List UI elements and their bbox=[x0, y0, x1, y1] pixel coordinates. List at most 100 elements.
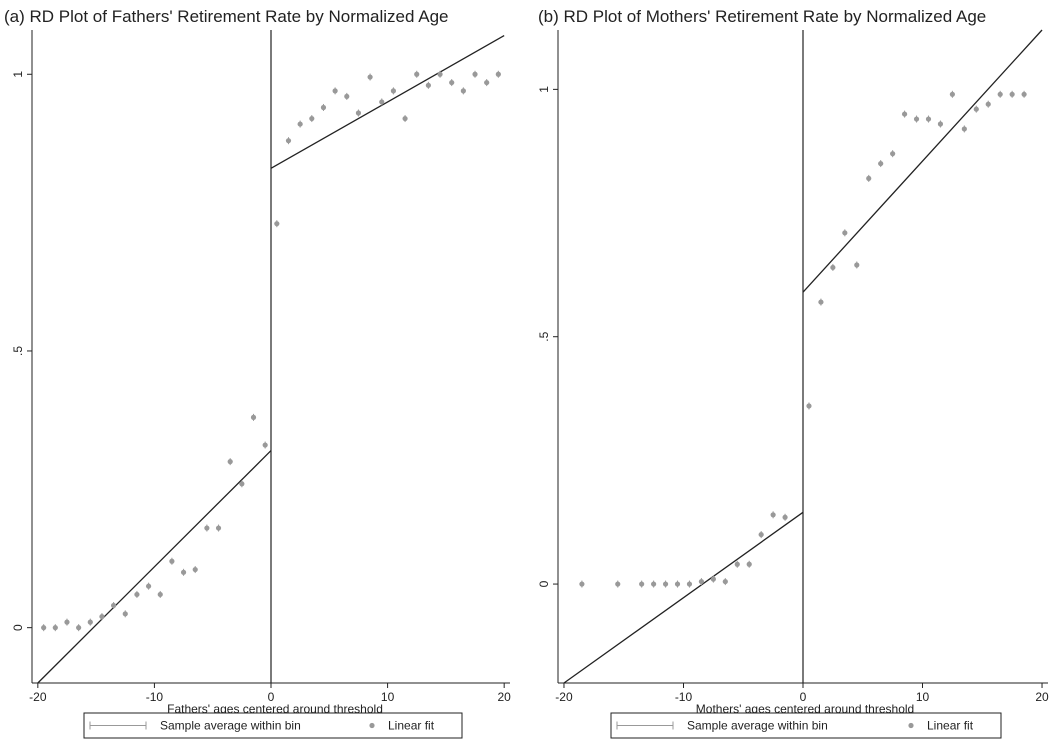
y-tick-label: 0 bbox=[11, 624, 25, 631]
bin-average-point bbox=[913, 116, 920, 122]
bin-average-point bbox=[425, 82, 431, 88]
legend-label-fit: Linear fit bbox=[927, 719, 974, 733]
bin-average-point bbox=[746, 561, 752, 567]
linear-fit-left bbox=[563, 511, 804, 684]
bin-average-point bbox=[449, 79, 455, 86]
bin-average-point bbox=[878, 160, 884, 167]
bin-average-point bbox=[297, 121, 303, 127]
y-tick-label: 1 bbox=[537, 86, 551, 93]
bin-average-point bbox=[985, 101, 991, 107]
bin-average-point bbox=[64, 619, 70, 625]
bin-average-point bbox=[250, 414, 257, 420]
chart-title: (b) RD Plot of Mothers' Retirement Rate … bbox=[538, 7, 986, 26]
bin-average-point bbox=[949, 91, 955, 97]
chart-panel-b: (b) RD Plot of Mothers' Retirement Rate … bbox=[537, 7, 1049, 739]
bin-average-point bbox=[134, 591, 140, 598]
bin-average-point bbox=[806, 403, 812, 409]
bin-average-point bbox=[215, 525, 222, 531]
bin-average-point bbox=[770, 512, 776, 518]
bin-average-point bbox=[495, 71, 501, 77]
bin-average-point bbox=[1009, 91, 1015, 97]
bin-average-point bbox=[782, 514, 788, 520]
legend: Sample average within bin Linear fit bbox=[83, 712, 463, 739]
bin-average-point bbox=[111, 602, 117, 609]
bin-average-point bbox=[87, 619, 93, 625]
legend-label-fit: Linear fit bbox=[388, 719, 435, 733]
bin-average-point bbox=[722, 578, 728, 585]
x-tick-label: 20 bbox=[1035, 690, 1049, 704]
x-tick-label: 10 bbox=[916, 690, 930, 704]
bin-average-point bbox=[204, 525, 210, 531]
bin-average-point bbox=[262, 442, 268, 448]
bin-average-point bbox=[402, 115, 408, 122]
bin-average-point bbox=[842, 230, 848, 236]
bin-average-point bbox=[472, 71, 478, 77]
bin-average-point bbox=[332, 88, 338, 94]
bin-average-point bbox=[390, 88, 397, 94]
chart-title: (a) RD Plot of Fathers' Retirement Rate … bbox=[4, 7, 448, 26]
bin-average-point bbox=[710, 576, 716, 582]
y-tick-label: .5 bbox=[11, 346, 25, 356]
linear-fit-left bbox=[37, 450, 272, 684]
legend-marker-fit bbox=[908, 722, 914, 729]
bin-average-point bbox=[344, 93, 350, 100]
y-tick-label: .5 bbox=[537, 331, 551, 341]
bin-average-point bbox=[854, 262, 860, 268]
x-tick-label: 0 bbox=[800, 690, 807, 704]
bin-average-point bbox=[639, 581, 645, 587]
x-tick-label: -10 bbox=[146, 690, 164, 704]
bin-average-point bbox=[239, 481, 245, 487]
bin-average-point bbox=[1021, 91, 1027, 97]
x-tick-label: -20 bbox=[555, 690, 573, 704]
bin-average-point bbox=[169, 558, 175, 564]
legend: Sample average within bin Linear fit bbox=[610, 712, 1002, 739]
bin-average-point bbox=[99, 613, 105, 620]
x-tick-label: -10 bbox=[675, 690, 693, 704]
bin-average-point bbox=[274, 221, 280, 227]
bin-average-point bbox=[414, 71, 420, 77]
bin-average-point bbox=[285, 138, 292, 144]
bin-average-point bbox=[145, 583, 152, 589]
bin-average-point bbox=[320, 104, 327, 111]
legend-label-sample: Sample average within bin bbox=[160, 719, 301, 733]
bin-average-point bbox=[866, 175, 872, 182]
bin-average-point bbox=[157, 591, 163, 598]
bin-average-point bbox=[901, 111, 908, 117]
bin-average-point bbox=[41, 625, 47, 631]
bin-average-point bbox=[662, 581, 669, 587]
bin-average-point bbox=[651, 581, 657, 587]
bin-average-point bbox=[615, 581, 621, 587]
bin-average-point bbox=[698, 578, 705, 585]
legend-marker-fit bbox=[369, 722, 375, 729]
y-tick-label: 1 bbox=[11, 71, 25, 78]
chart-panel-a: (a) RD Plot of Fathers' Retirement Rate … bbox=[4, 7, 511, 739]
bin-average-point bbox=[734, 561, 740, 567]
linear-fit-right bbox=[802, 29, 1043, 293]
legend-box bbox=[83, 712, 463, 739]
bin-average-point bbox=[484, 79, 490, 86]
bin-average-point bbox=[309, 115, 315, 122]
bin-average-point bbox=[830, 264, 836, 271]
legend-label-sample: Sample average within bin bbox=[687, 719, 828, 733]
bin-average-point bbox=[818, 299, 824, 305]
bin-average-point bbox=[379, 99, 385, 105]
bin-average-point bbox=[367, 74, 373, 80]
bin-average-point bbox=[227, 459, 233, 465]
bin-average-point bbox=[355, 110, 362, 116]
x-tick-label: 0 bbox=[268, 690, 275, 704]
legend-box bbox=[610, 712, 1002, 739]
bin-average-point bbox=[686, 581, 693, 587]
bin-average-point bbox=[890, 151, 896, 157]
bin-average-point bbox=[997, 91, 1003, 97]
x-tick-label: 20 bbox=[497, 690, 511, 704]
bin-average-point bbox=[925, 116, 932, 122]
bin-average-point bbox=[674, 581, 681, 587]
bin-average-point bbox=[192, 566, 198, 573]
bin-average-point bbox=[76, 625, 82, 631]
linear-fit-right bbox=[270, 34, 505, 169]
bin-average-point bbox=[122, 611, 128, 617]
bin-average-point bbox=[437, 71, 443, 77]
bin-average-point bbox=[937, 121, 944, 127]
bin-average-point bbox=[973, 106, 979, 112]
